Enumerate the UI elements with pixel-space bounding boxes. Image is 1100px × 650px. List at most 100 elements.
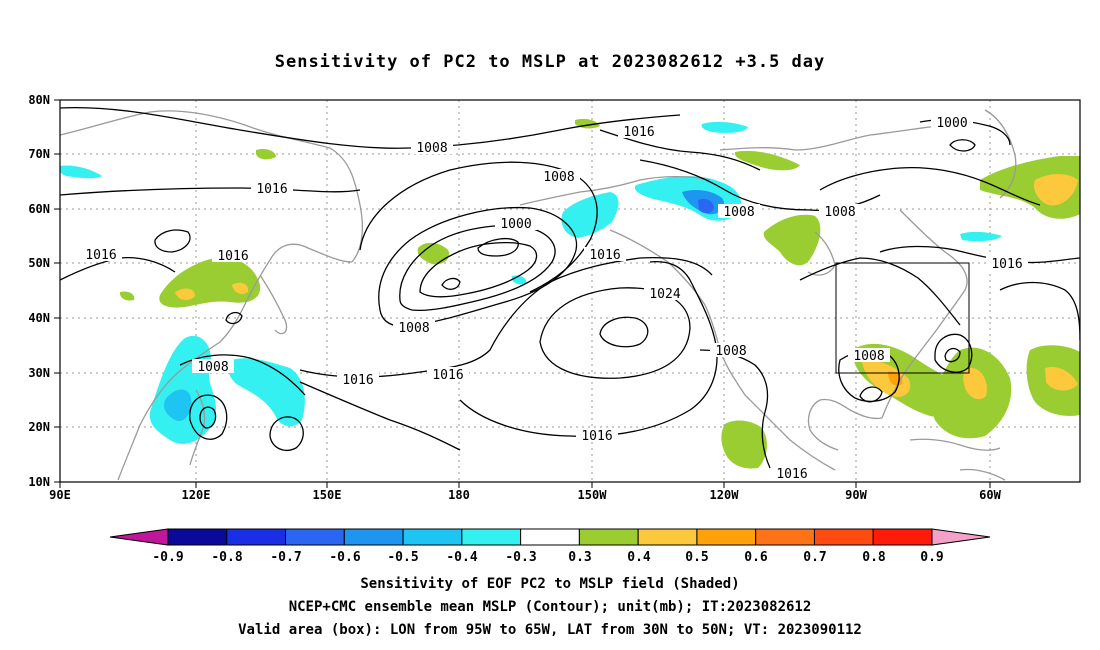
caption-line-1: Sensitivity of EOF PC2 to MSLP field (Sh… [360,576,739,592]
isobar-north-1008 [60,106,681,149]
lat-tick-label: 20N [28,420,50,434]
isobar-high-1024-outer [539,287,691,379]
coast-north-america-arctic [719,124,946,151]
lon-tick-label: 180 [448,488,470,502]
colorbar-label: -0.8 [211,550,242,565]
isobar-low-1000-inner [419,242,538,298]
contour-label: 1016 [589,248,620,263]
coast-philippines [189,389,206,466]
isobar-1016-south [459,260,718,437]
map-frame [59,99,1081,483]
contour-label: 1008 [853,349,884,364]
colorbar-swatch [813,528,874,546]
isobar-north-1016 [60,187,361,196]
positive-region-mexico [721,420,767,469]
lat-tick-label: 30N [28,366,50,380]
negative-region-alaska [561,192,619,238]
contour-label: 1016 [776,467,807,482]
sensitivity-shading [60,118,1080,469]
lon-tick-label: 120E [182,488,211,502]
colorbar-swatch [343,528,404,546]
contour-label: 1008 [824,205,855,220]
isobar-1008-west [179,354,306,396]
isobar-1000-small [949,139,976,152]
colorbar-swatch [578,528,639,546]
contour-label: 1016 [623,125,654,140]
colorbar-swatch [226,528,287,546]
coast-asia-east [117,243,353,481]
isobar-1016-eastpac [799,257,961,326]
isobar-small-1 [154,229,191,253]
isobar-low-1000-mid [399,225,556,312]
contour-label: 1016 [581,429,612,444]
latitude-axis: 80N 70N 60N 50N 40N 30N 20N 10N [28,93,60,489]
isobar-small-3 [859,386,883,403]
positive-region-greenland-core [1034,174,1078,206]
map-panel: 1008 1016 1016 1016 1008 1000 1016 1008 … [59,99,1081,483]
coast-asia-north [60,110,363,263]
positive-region-east-atlantic-core [1045,366,1078,391]
contour-label: 1008 [398,321,429,336]
contour-label: 1016 [432,368,463,383]
contour-label: 1016 [342,373,373,388]
contour-labels: 1008 1016 1016 1016 1008 1000 1016 1008 … [80,115,1028,482]
negative-region-arctic [701,121,748,133]
isobar-low-1000-small [441,277,461,290]
colorbar-label: -0.5 [387,550,418,565]
colorbar-label: 0.8 [862,550,886,565]
positive-region-japan-core-b [232,282,249,294]
contour-label: 1024 [649,287,680,302]
negative-region-canada-deep [698,198,714,214]
isobar-low-typhoon-outer [189,394,228,440]
colorbar-boxes [167,528,933,546]
positive-region-dateline [417,242,450,265]
lon-tick-label: 150W [578,488,608,502]
lon-tick-label: 60W [979,488,1001,502]
colorbar-label: 0.9 [920,550,943,565]
isobar-low-bermuda-outer [934,333,973,373]
positive-region-small-b [256,148,276,160]
positive-region-japan-core [175,288,195,301]
valid-area-box [835,262,970,374]
contour-label: 1008 [715,344,746,359]
caption-line-2: NCEP+CMC ensemble mean MSLP (Contour); u… [289,599,812,615]
contour-label: 1016 [256,182,287,197]
colorbar-swatch [285,528,345,546]
colorbar-label: -0.6 [329,550,360,565]
colorbar-swatch [872,528,933,546]
isobar-1016-canada [599,129,761,171]
coast-south-america [959,468,1006,481]
isobar-low-typhoon-inner [199,406,217,429]
contour-label: 1008 [723,205,754,220]
isobar-low-west-pacific [269,416,304,451]
coast-alaska [519,175,711,206]
coast-gulf [807,398,883,451]
caption-line-3: Valid area (box): LON from 95W to 65W, L… [238,622,862,638]
contour-label: 1008 [543,170,574,185]
coast-greenland [984,109,1017,199]
lon-tick-label: 120W [710,488,740,502]
positive-region-hudson [763,214,821,266]
contour-label: 1016 [217,249,248,264]
contour-label: 1016 [85,248,116,263]
isobar-1016-atlantic [879,245,1080,264]
contour-label: 1000 [500,217,531,232]
lon-tick-label: 90W [845,488,867,502]
colorbar-label: 0.4 [627,550,651,565]
figure-title: Sensitivity of PC2 to MSLP at 2023082612… [275,52,826,72]
colorbar-swatch [755,528,815,546]
colorbar-swatch [696,528,757,546]
negative-region-pacific-west-core [164,389,192,421]
isobar-1016-atlantic-high [999,281,1080,341]
colorbar-label: 0.3 [568,550,591,565]
contour-label: 1008 [416,141,447,156]
colorbar-label: -0.9 [152,550,183,565]
isobar-low-1000-core [477,237,519,257]
lat-tick-label: 60N [28,202,50,216]
colorbar-high-arrow [931,528,991,546]
colorbar-labels: -0.9 -0.8 -0.7 -0.6 -0.5 -0.4 -0.3 0.3 0… [152,550,943,565]
colorbar-label: 0.5 [685,550,708,565]
contour-label: 1000 [936,116,967,131]
lat-tick-label: 80N [28,93,50,107]
positive-region-small-c [119,291,135,301]
